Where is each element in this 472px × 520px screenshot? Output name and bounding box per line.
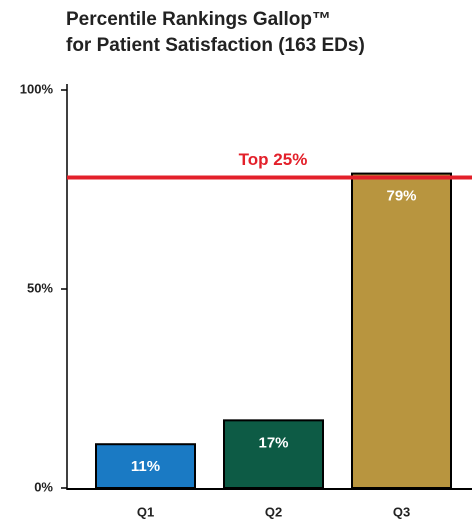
x-tick-label: Q2 <box>265 504 282 519</box>
x-tick-label: Q3 <box>393 504 410 519</box>
data-label: 11% <box>131 458 160 475</box>
chart-title: for Patient Satisfaction (163 EDs) <box>66 35 365 56</box>
data-label: 79% <box>386 188 416 205</box>
x-tick-label: Q1 <box>137 504 154 519</box>
y-tick-label: 100% <box>20 81 54 96</box>
bar <box>223 419 324 489</box>
bar <box>95 443 196 489</box>
data-label: 17% <box>258 434 288 451</box>
y-tick-label: 50% <box>27 280 53 295</box>
bar <box>351 172 452 490</box>
reference-label: Top 25% <box>239 150 308 169</box>
chart-title: Percentile Rankings Gallop™ <box>66 9 331 30</box>
y-tick-label: 0% <box>34 479 53 494</box>
